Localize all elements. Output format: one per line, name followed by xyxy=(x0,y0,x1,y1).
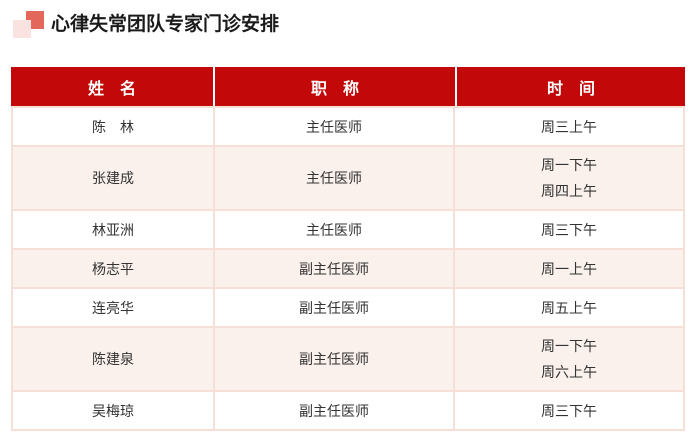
column-header-name: 姓 名 xyxy=(11,67,213,106)
time-line: 周一下午 xyxy=(541,338,597,354)
cell-doctor-title: 主任医师 xyxy=(215,147,453,209)
table-row: 张建成 主任医师 周一下午周四上午 xyxy=(13,147,683,209)
cell-doctor-title: 副主任医师 xyxy=(215,250,453,287)
page-title: 心律失常团队专家门诊安排 xyxy=(51,14,280,35)
cell-time: 周一下午 周六上午 xyxy=(455,328,683,390)
cell-doctor-name: 陈建泉 xyxy=(13,328,213,390)
table-row: 杨志平 副主任医师 周一上午 xyxy=(13,250,683,287)
time-line: 周四上午 xyxy=(541,183,597,199)
time-line: 周三上午 xyxy=(541,118,597,135)
cell-doctor-name: 张建成 xyxy=(13,147,213,209)
cell-doctor-name: 吴梅琼 xyxy=(13,392,213,429)
cell-doctor-name: 连亮华 xyxy=(13,289,213,326)
cell-doctor-title: 副主任医师 xyxy=(215,392,453,429)
table-row: 连亮华 副主任医师 周五上午 xyxy=(13,289,683,326)
schedule-table: 姓 名 职 称 时 间 陈 林 主任医师 周三上午 张建成 主任医师 周一下午周… xyxy=(11,67,685,431)
column-header-time: 时 间 xyxy=(457,67,685,106)
cell-time: 周三上午 xyxy=(455,108,683,145)
time-line: 周五上午 xyxy=(541,299,597,316)
table-row: 陈建泉 副主任医师 周一下午周六上午 xyxy=(13,328,683,390)
cell-doctor-name: 杨志平 xyxy=(13,250,213,287)
time-line: 周六上午 xyxy=(541,364,597,380)
cell-doctor-title: 副主任医师 xyxy=(215,289,453,326)
time-line: 周三下午 xyxy=(541,221,597,238)
cell-doctor-title: 主任医师 xyxy=(215,211,453,248)
cell-doctor-name: 陈 林 xyxy=(13,108,213,145)
table-row: 林亚洲 主任医师 周三下午 xyxy=(13,211,683,248)
cell-doctor-title: 主任医师 xyxy=(215,108,453,145)
column-header-title: 职 称 xyxy=(215,67,455,106)
page-header: 心律失常团队专家门诊安排 xyxy=(13,11,279,38)
cell-time: 周五上午 xyxy=(455,289,683,326)
cell-doctor-name: 林亚洲 xyxy=(13,211,213,248)
cell-time: 周三下午 xyxy=(455,392,683,429)
overlapping-squares-icon xyxy=(13,11,44,38)
time-line: 周一上午 xyxy=(541,260,597,277)
cell-time: 周一下午 周四上午 xyxy=(455,147,683,209)
cell-time: 周三下午 xyxy=(455,211,683,248)
time-line: 周一下午 xyxy=(541,157,597,173)
cell-time: 周一上午 xyxy=(455,250,683,287)
table-header-row: 姓 名 职 称 时 间 xyxy=(11,67,685,106)
pink-square-icon xyxy=(13,20,31,38)
table-row: 吴梅琼 副主任医师 周三下午 xyxy=(13,392,683,429)
table-row: 陈 林 主任医师 周三上午 xyxy=(13,108,683,145)
schedule-body: 陈 林 主任医师 周三上午 张建成 主任医师 周一下午 周四上午 林亚洲 主任医师… xyxy=(11,106,685,431)
cell-doctor-title: 副主任医师 xyxy=(215,328,453,390)
time-line: 周三下午 xyxy=(541,402,597,419)
